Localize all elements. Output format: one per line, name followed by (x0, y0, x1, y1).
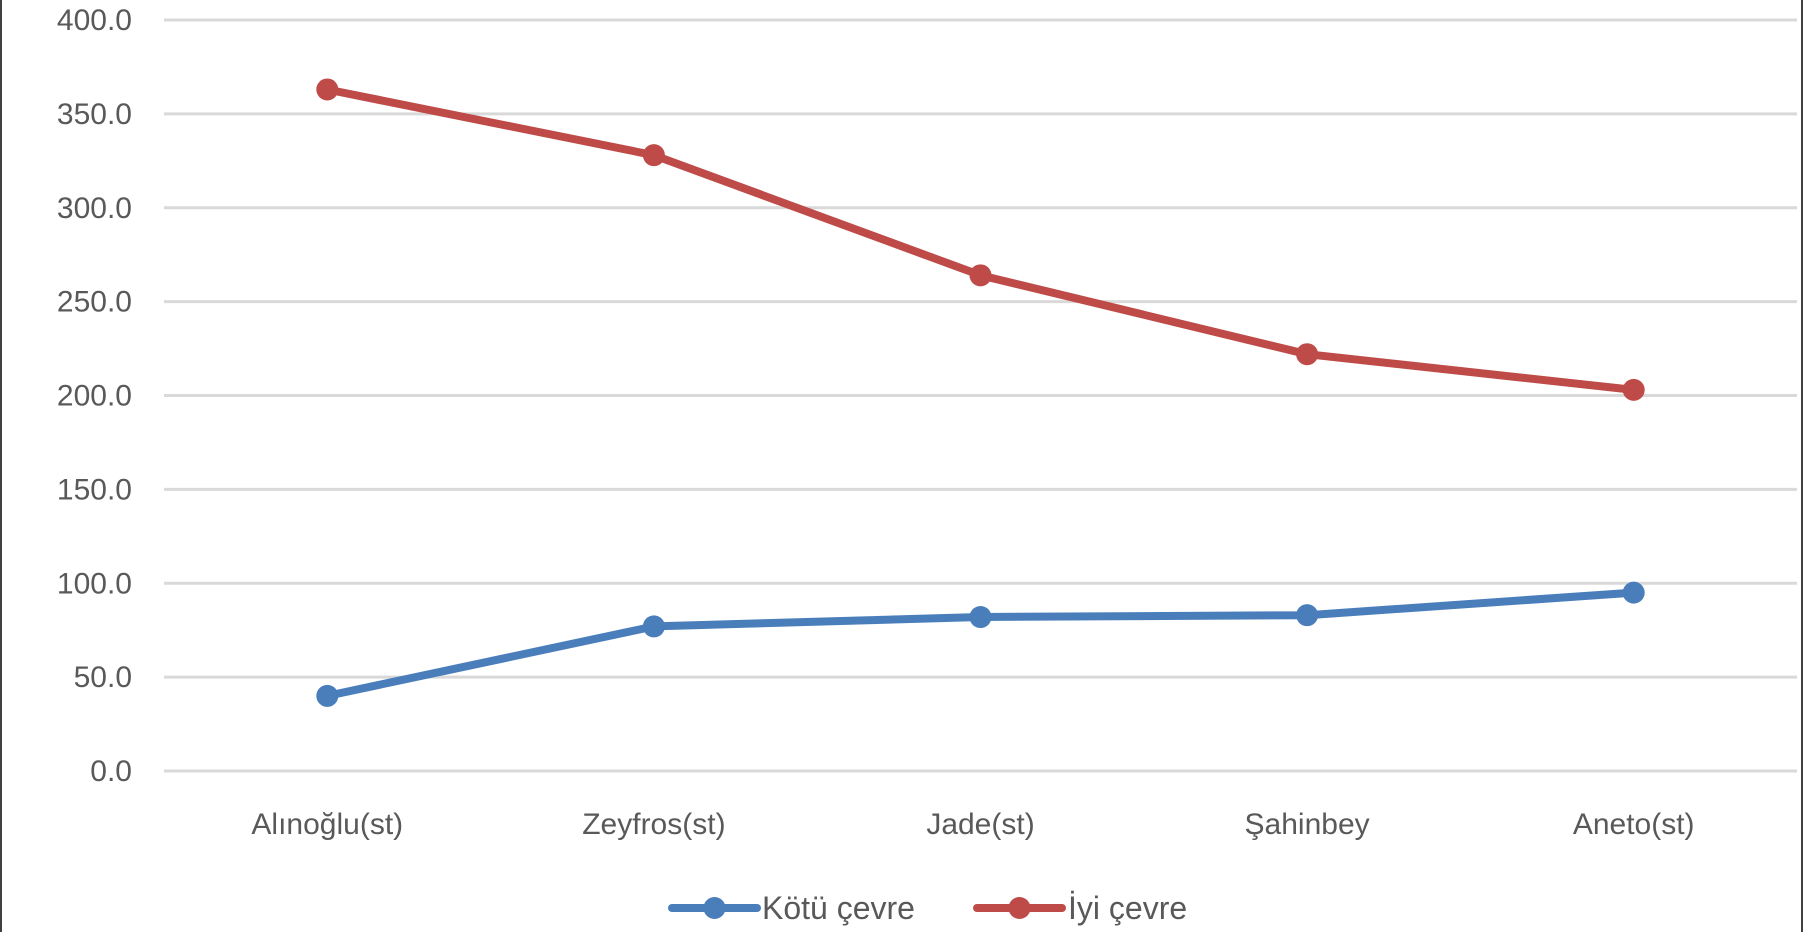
series-lines (323, 85, 1638, 700)
data-point (969, 606, 992, 629)
legend: Kötü çevre İyi çevre (668, 890, 1187, 926)
y-tick-label: 50.0 (74, 661, 132, 694)
y-tick-label: 250.0 (57, 286, 132, 319)
y-tick-label: 0.0 (90, 755, 132, 788)
data-point (1622, 378, 1645, 401)
data-point (1296, 343, 1319, 366)
data-point (1622, 581, 1645, 604)
y-axis: 0.0 50.0 100.0 150.0 200.0 250.0 300.0 350.0 400… (57, 4, 132, 788)
x-tick-label: Şahinbey (1245, 808, 1370, 841)
x-axis: Alınoğlu(st) Zeyfros(st) Jade(st) Şahinbey A… (251, 808, 1694, 841)
data-point (316, 78, 339, 101)
x-tick-label: Alınoğlu(st) (251, 808, 403, 841)
legend-marker (1008, 897, 1031, 919)
y-tick-label: 300.0 (57, 192, 132, 225)
x-tick-label: Jade(st) (926, 808, 1034, 841)
data-point (1296, 604, 1319, 627)
series-points (316, 78, 1645, 707)
x-tick-label: Zeyfros(st) (582, 808, 725, 841)
y-tick-label: 400.0 (57, 4, 132, 37)
y-tick-label: 100.0 (57, 567, 132, 600)
legend-label: Kötü çevre (762, 890, 915, 926)
data-point (969, 264, 992, 287)
gridlines (164, 18, 1797, 773)
data-point (642, 144, 665, 167)
legend-label: İyi çevre (1068, 890, 1187, 926)
y-tick-label: 200.0 (57, 380, 132, 413)
y-tick-label: 350.0 (57, 98, 132, 131)
data-point (316, 684, 339, 707)
legend-marker (703, 897, 726, 919)
series-line-2 (323, 85, 1638, 394)
x-tick-label: Aneto(st) (1573, 808, 1695, 841)
data-point (642, 615, 665, 638)
y-tick-label: 150.0 (57, 473, 132, 506)
